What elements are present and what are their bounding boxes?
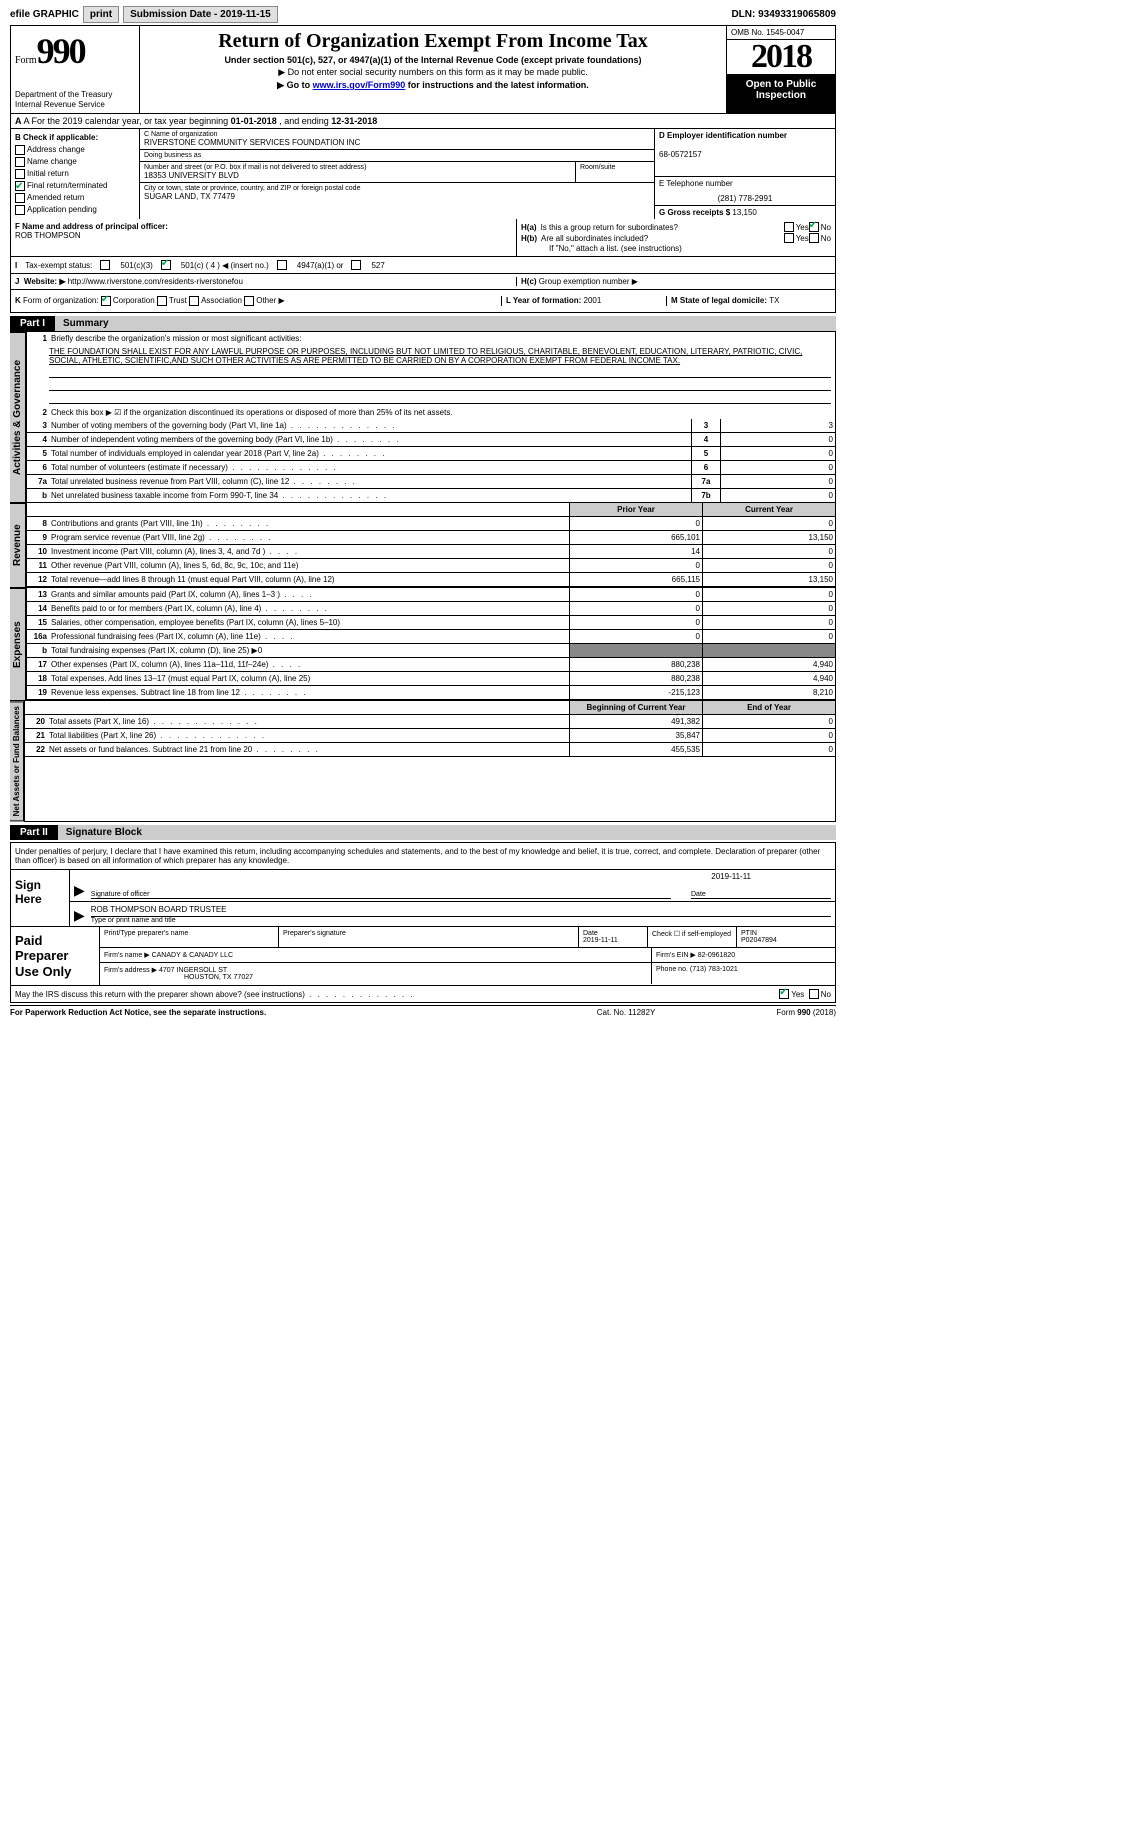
chk-assoc[interactable] bbox=[189, 296, 199, 306]
part1-header: Part ISummary bbox=[10, 316, 836, 331]
year-formation: 2001 bbox=[584, 296, 602, 305]
row-i-taxexempt: ITax-exempt status: 501(c)(3) 501(c) ( 4… bbox=[10, 257, 836, 274]
chk-501c[interactable] bbox=[161, 260, 171, 270]
form-number: Form990 bbox=[15, 30, 135, 72]
dept-treasury: Department of the Treasury Internal Reve… bbox=[15, 90, 135, 109]
row-j-website: J Website: ▶ http://www.riverstone.com/r… bbox=[10, 274, 836, 290]
mission-text: THE FOUNDATION SHALL EXIST FOR ANY LAWFU… bbox=[27, 345, 835, 367]
submission-date: Submission Date - 2019-11-15 bbox=[123, 6, 278, 23]
chk-501c3[interactable] bbox=[100, 260, 110, 270]
print-button[interactable]: print bbox=[83, 6, 119, 23]
form-header: Form990 Department of the Treasury Inter… bbox=[10, 25, 836, 114]
sign-here-label: Sign Here bbox=[11, 870, 70, 926]
netassets-section: Net Assets or Fund Balances Beginning of… bbox=[10, 701, 836, 821]
part2-header: Part IISignature Block bbox=[10, 825, 836, 840]
activities-governance: Activities & Governance 1Briefly describ… bbox=[10, 331, 836, 503]
irs-link[interactable]: www.irs.gov/Form990 bbox=[313, 80, 406, 90]
signature-block: Under penalties of perjury, I declare th… bbox=[10, 842, 836, 927]
chk-hb-no[interactable] bbox=[809, 233, 819, 243]
firm-phone: (713) 783-1021 bbox=[690, 966, 738, 973]
dln: DLN: 93493319065809 bbox=[731, 9, 836, 20]
subtitle-2: ▶ Do not enter social security numbers o… bbox=[144, 67, 722, 78]
officer-name: ROB THOMPSON bbox=[15, 231, 81, 240]
officer-typed-name: ROB THOMPSON BOARD TRUSTEE bbox=[91, 905, 831, 917]
row-f-h: F Name and address of principal officer:… bbox=[10, 219, 836, 257]
chk-527[interactable] bbox=[351, 260, 361, 270]
col-c-orginfo: C Name of organizationRIVERSTONE COMMUNI… bbox=[140, 129, 654, 219]
chk-address[interactable] bbox=[15, 145, 25, 155]
chk-other[interactable] bbox=[244, 296, 254, 306]
firm-address: 4707 INGERSOLL ST bbox=[159, 967, 227, 974]
chk-hb-yes[interactable] bbox=[784, 233, 794, 243]
expenses-section: Expenses 13Grants and similar amounts pa… bbox=[10, 588, 836, 701]
chk-discuss-yes[interactable] bbox=[779, 989, 789, 999]
telephone: (281) 778-2991 bbox=[659, 194, 831, 203]
subtitle-1: Under section 501(c), 527, or 4947(a)(1)… bbox=[144, 55, 722, 65]
chk-amended[interactable] bbox=[15, 193, 25, 203]
ptin: P02047894 bbox=[741, 937, 777, 944]
footer: For Paperwork Reduction Act Notice, see … bbox=[10, 1005, 836, 1017]
row-k-formorg: K Form of organization: Corporation Trus… bbox=[10, 290, 836, 313]
ein: 68-0572157 bbox=[659, 150, 831, 159]
open-to-public: Open to Public Inspection bbox=[727, 75, 835, 113]
subtitle-3: ▶ Go to www.irs.gov/Form990 for instruct… bbox=[144, 80, 722, 91]
entity-block: B Check if applicable: Address change Na… bbox=[10, 129, 836, 219]
chk-ha-no[interactable] bbox=[809, 222, 819, 232]
chk-ha-yes[interactable] bbox=[784, 222, 794, 232]
chk-final[interactable] bbox=[15, 181, 25, 191]
row-a-taxyear: A A For the 2019 calendar year, or tax y… bbox=[10, 114, 836, 129]
perjury-declaration: Under penalties of perjury, I declare th… bbox=[11, 843, 835, 870]
website-url: http://www.riverstone.com/residents-rive… bbox=[68, 277, 243, 286]
chk-trust[interactable] bbox=[157, 296, 167, 306]
firm-name: CANADY & CANADY LLC bbox=[152, 952, 233, 959]
chk-initial[interactable] bbox=[15, 169, 25, 179]
revenue-section: Revenue Prior YearCurrent Year 8Contribu… bbox=[10, 503, 836, 588]
org-name: RIVERSTONE COMMUNITY SERVICES FOUNDATION… bbox=[144, 138, 650, 147]
chk-discuss-no[interactable] bbox=[809, 989, 819, 999]
paid-preparer: Paid Preparer Use Only Print/Type prepar… bbox=[10, 927, 836, 987]
efile-label: efile GRAPHIC bbox=[10, 9, 79, 20]
state-domicile: TX bbox=[769, 296, 779, 305]
irs-discuss-question: May the IRS discuss this return with the… bbox=[10, 986, 836, 1003]
firm-ein: 82-0961820 bbox=[698, 952, 735, 959]
topbar: efile GRAPHIC print Submission Date - 20… bbox=[10, 6, 836, 23]
gross-receipts: 13,150 bbox=[732, 208, 756, 217]
chk-corp[interactable] bbox=[101, 296, 111, 306]
street-address: 18353 UNIVERSITY BLVD bbox=[144, 171, 571, 180]
chk-app-pending[interactable] bbox=[15, 205, 25, 215]
form-title: Return of Organization Exempt From Incom… bbox=[144, 30, 722, 53]
chk-4947[interactable] bbox=[277, 260, 287, 270]
city-state-zip: SUGAR LAND, TX 77479 bbox=[144, 192, 650, 201]
col-d-ein: D Employer identification number68-05721… bbox=[654, 129, 835, 219]
tax-year: 2018 bbox=[727, 40, 835, 75]
col-b-checkboxes: B Check if applicable: Address change Na… bbox=[11, 129, 140, 219]
chk-name[interactable] bbox=[15, 157, 25, 167]
